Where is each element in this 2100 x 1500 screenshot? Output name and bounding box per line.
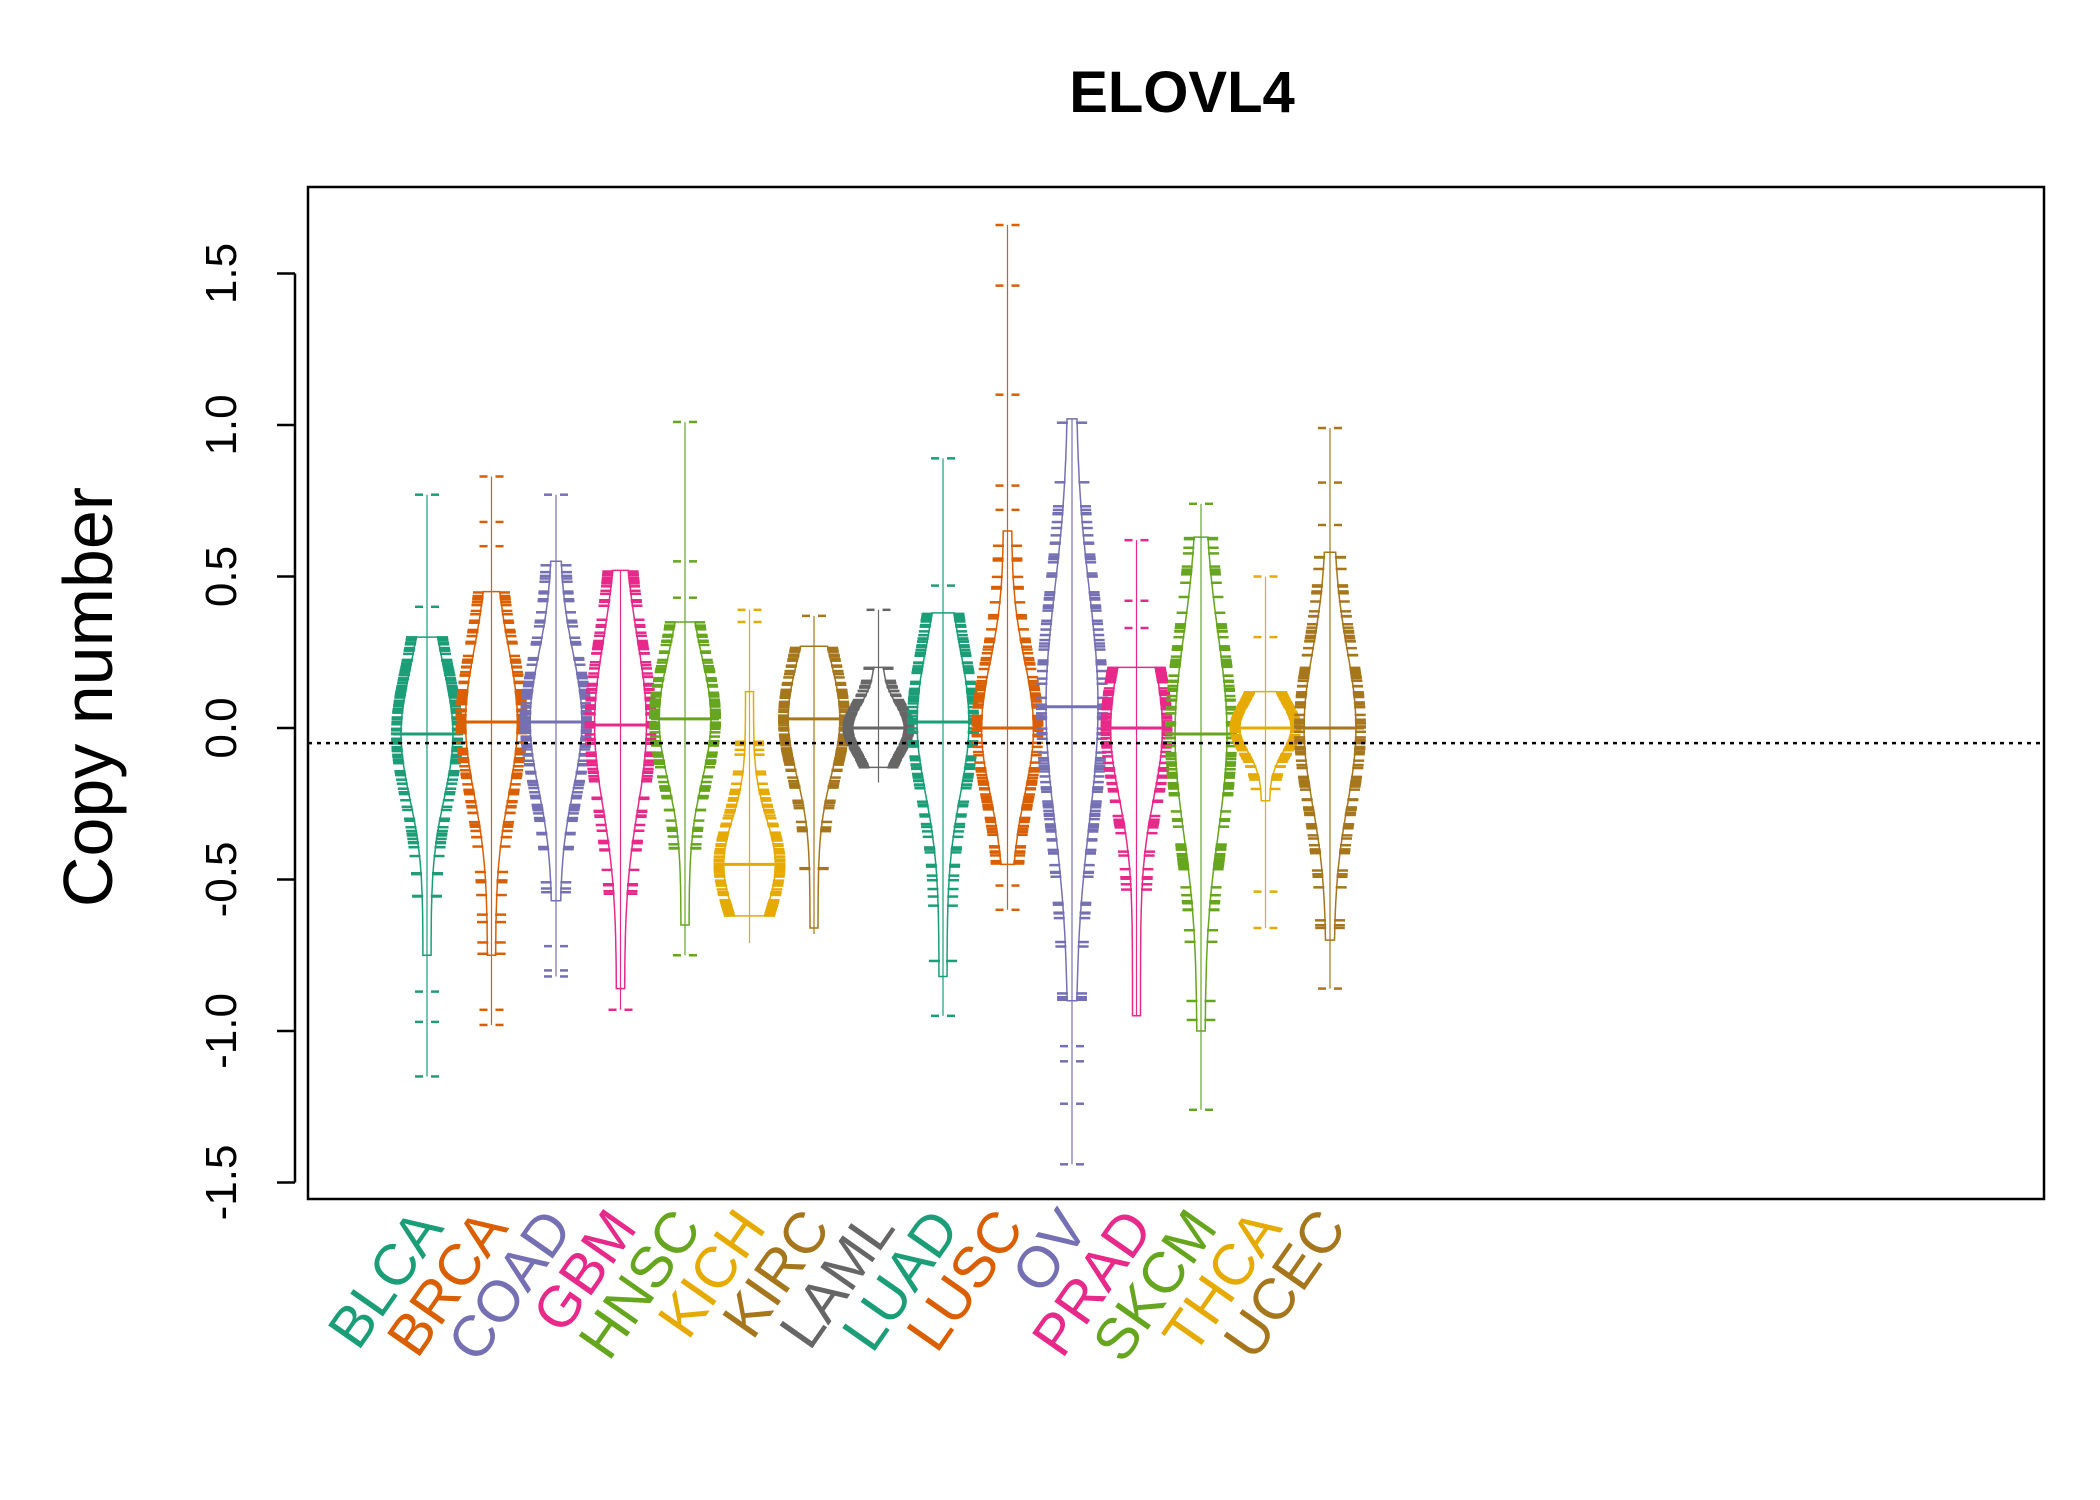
y-tick-label: 0.0 <box>197 697 246 758</box>
bean-prad <box>1100 538 1173 1017</box>
y-tick-label: 0.5 <box>197 546 246 607</box>
y-tick-label: 1.0 <box>197 394 246 455</box>
chart-title: ELOVL4 <box>1069 60 1295 125</box>
y-axis-label: Copy number <box>49 487 127 907</box>
bean-kich <box>713 608 786 944</box>
bean-gbm <box>584 569 657 1012</box>
plot-frame <box>306 185 2046 1201</box>
y-tick-label: -1.0 <box>197 993 246 1069</box>
bean-outline <box>787 645 841 929</box>
y-tick-label: 1.5 <box>197 243 246 304</box>
y-axis: -1.5 -1.0 -0.5 0.0 0.5 1.0 1.5 <box>197 243 297 1221</box>
bean-skcm <box>1165 502 1237 1112</box>
bean-luad <box>907 457 979 1018</box>
y-tick-label: -1.5 <box>197 1145 246 1221</box>
x-axis: BLCABRCACOADGBMHNSCKICHKIRCLAMLLUADLUSCO… <box>315 1198 1358 1373</box>
y-tick-label: -0.5 <box>197 842 246 918</box>
bean-hnsc <box>649 420 721 957</box>
bean-ucec <box>1294 426 1366 990</box>
